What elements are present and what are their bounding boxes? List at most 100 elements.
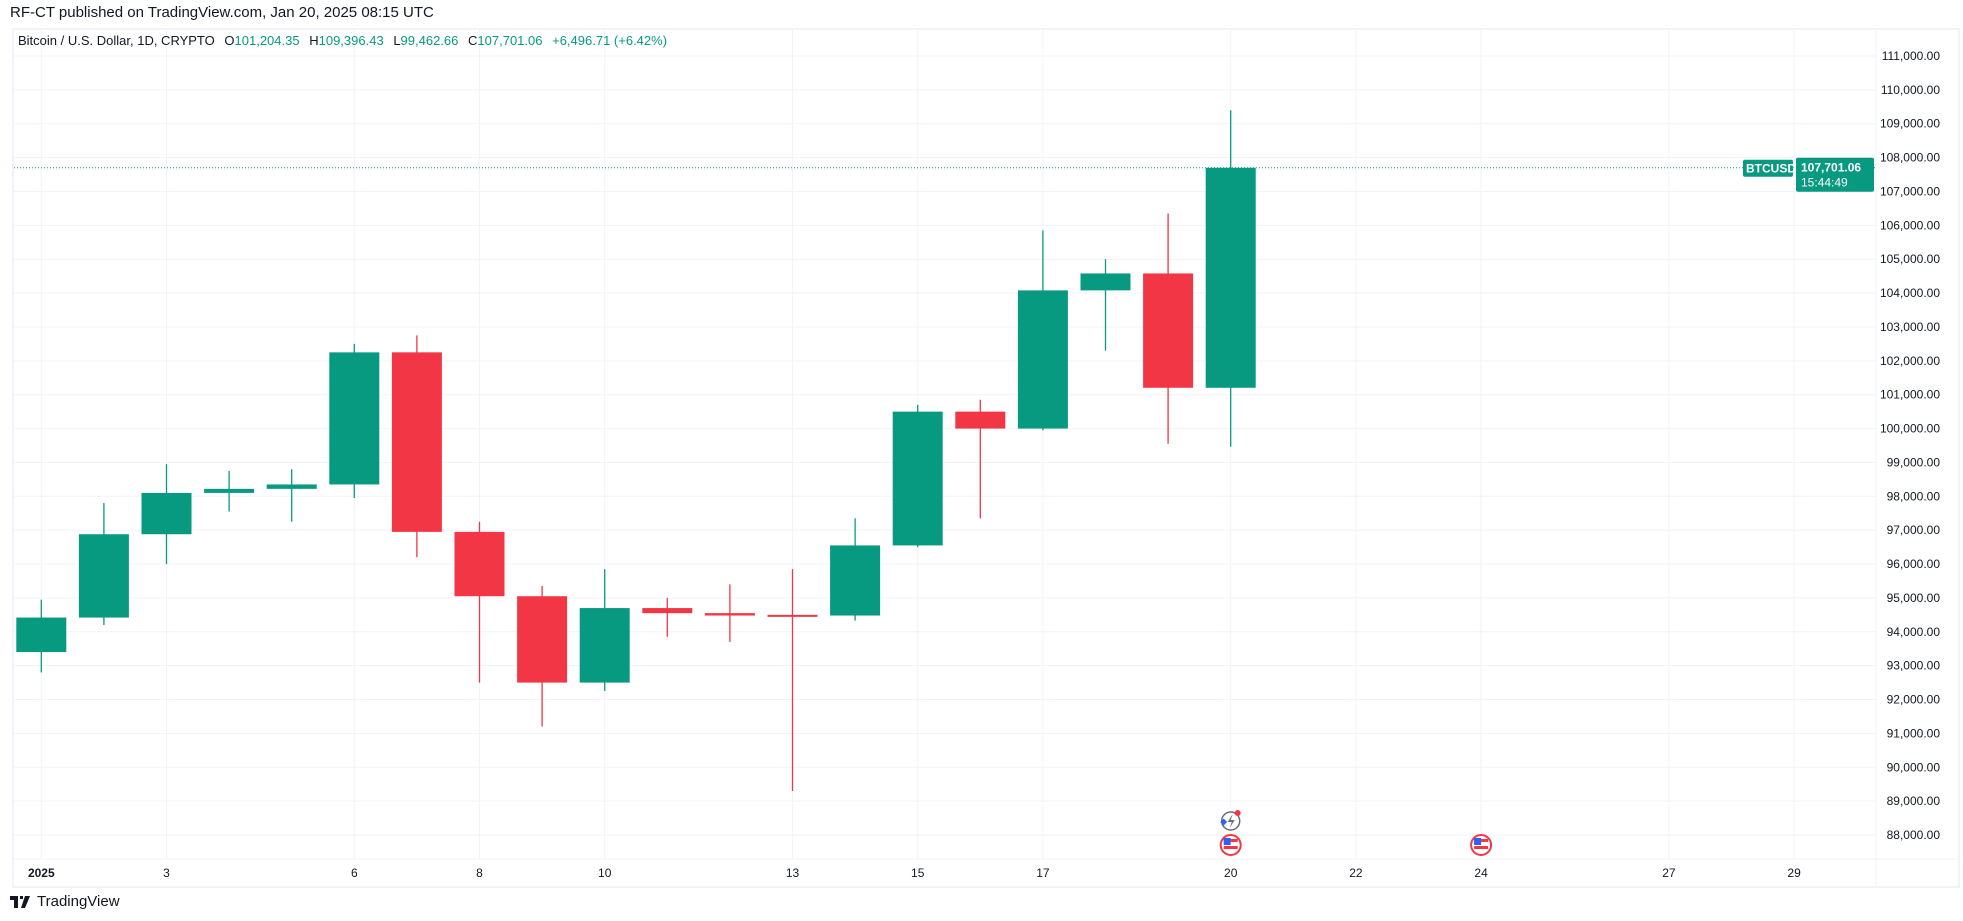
time-tick-label: 8 [476, 866, 483, 880]
tradingview-logo-icon [10, 895, 30, 908]
candle-body [204, 488, 255, 493]
price-tick-label: 104,000.00 [1880, 286, 1940, 300]
price-tick-label: 100,000.00 [1880, 422, 1940, 436]
price-tick-label: 106,000.00 [1880, 218, 1940, 232]
time-tick-label: 20 [1224, 866, 1238, 880]
candle-body [704, 613, 755, 616]
ticker-badge [1743, 159, 1793, 177]
us-flag-icon [1219, 834, 1242, 856]
us-flag-icon [1470, 834, 1493, 856]
candle [642, 597, 693, 637]
time-tick-label: 6 [351, 866, 358, 880]
candle [204, 470, 255, 512]
ticker-text: BTCUSD [1746, 162, 1796, 176]
candle-body [266, 484, 317, 489]
candle [391, 335, 442, 558]
price-tick-label: 94,000.00 [1887, 625, 1941, 639]
candle-body [141, 492, 192, 535]
price-tick-label: 91,000.00 [1887, 726, 1941, 740]
time-tick-label: 13 [786, 866, 800, 880]
candle [141, 464, 192, 565]
open-value: 101,204.35 [234, 33, 300, 48]
time-tick-label: 29 [1787, 866, 1801, 880]
price-tick-label: 88,000.00 [1887, 828, 1941, 842]
grid [14, 30, 1876, 859]
candle-body [955, 411, 1006, 429]
candle-body [892, 411, 943, 546]
low-value: 99,462.66 [400, 33, 459, 48]
countdown-text: 15:44:49 [1801, 176, 1848, 190]
time-tick-label: 17 [1036, 866, 1050, 880]
candle-body [517, 596, 568, 683]
candle-body [767, 614, 818, 617]
last-price-label: BTCUSD 107,701.06 15:44:49 [1743, 157, 1874, 192]
time-tick-label: 10 [598, 866, 612, 880]
symbol-name[interactable]: Bitcoin / U.S. Dollar, 1D, CRYPTO [18, 33, 215, 48]
candle [704, 584, 755, 642]
candle [579, 569, 630, 692]
candle-body [1143, 273, 1194, 388]
published-info: RF-CT published on TradingView.com, Jan … [10, 4, 434, 21]
price-tick-label: 93,000.00 [1887, 659, 1941, 673]
time-tick-label: 27 [1662, 866, 1676, 880]
last-price-text: 107,701.06 [1801, 161, 1861, 175]
price-tick-label: 97,000.00 [1887, 523, 1941, 537]
price-tick-label: 107,000.00 [1880, 184, 1940, 198]
price-tick-label: 108,000.00 [1880, 151, 1940, 165]
candle [830, 518, 881, 621]
candle [1080, 259, 1131, 351]
candle-body [579, 608, 630, 683]
candles [16, 110, 1256, 791]
candle [955, 399, 1006, 519]
candle [892, 404, 943, 548]
price-tick-label: 109,000.00 [1880, 117, 1940, 131]
lightning-icon [1220, 810, 1241, 831]
price-tick-label: 98,000.00 [1887, 489, 1941, 503]
candle [266, 469, 317, 522]
candle [1143, 213, 1194, 444]
price-tick-label: 96,000.00 [1887, 557, 1941, 571]
low-label: L [393, 33, 401, 48]
legend: Bitcoin / U.S. Dollar, 1D, CRYPTO O101,2… [18, 33, 667, 48]
time-tick-label: 15 [911, 866, 925, 880]
candle-body [1205, 167, 1256, 388]
price-tick-label: 111,000.00 [1882, 49, 1941, 63]
footer[interactable]: TradingView [10, 893, 120, 910]
candle-body [1080, 273, 1131, 291]
price-tick-label: 90,000.00 [1887, 760, 1941, 774]
change-value: +6,496.71 (+6.42%) [552, 33, 668, 48]
chart-frame [12, 28, 1960, 888]
candle-body [830, 545, 881, 616]
time-tick-label: 2025 [28, 866, 55, 880]
candle-body [391, 352, 442, 532]
open-label: O [224, 33, 235, 48]
high-label: H [309, 33, 319, 48]
candle [1017, 230, 1068, 431]
close-value: 107,701.06 [477, 33, 543, 48]
candle-body [1017, 290, 1068, 429]
time-tick-label: 22 [1349, 866, 1363, 880]
price-tick-label: 89,000.00 [1887, 794, 1941, 808]
candle [329, 343, 380, 498]
candle-body [642, 608, 693, 614]
price-axis: 88,000.00 89,000.00 90,000.00 91,000.00 92,0… [1880, 49, 1940, 842]
high-value: 109,396.43 [318, 33, 384, 48]
price-tick-label: 105,000.00 [1880, 252, 1940, 266]
candle [1205, 110, 1256, 447]
candle [454, 521, 505, 683]
candle-body [454, 531, 505, 597]
time-tick-label: 24 [1474, 866, 1488, 880]
price-tick-label: 110,000.00 [1881, 83, 1940, 97]
price-tick-label: 102,000.00 [1880, 354, 1940, 368]
candle [16, 599, 67, 673]
price-tick-label: 92,000.00 [1887, 693, 1941, 707]
close-label: C [468, 33, 478, 48]
candle-body [16, 617, 67, 653]
price-tick-label: 95,000.00 [1887, 591, 1941, 605]
events [1219, 810, 1493, 856]
candle [767, 569, 818, 791]
candle [78, 503, 129, 626]
price-tick-label: 99,000.00 [1887, 455, 1941, 469]
brand-name: TradingView [37, 893, 120, 910]
